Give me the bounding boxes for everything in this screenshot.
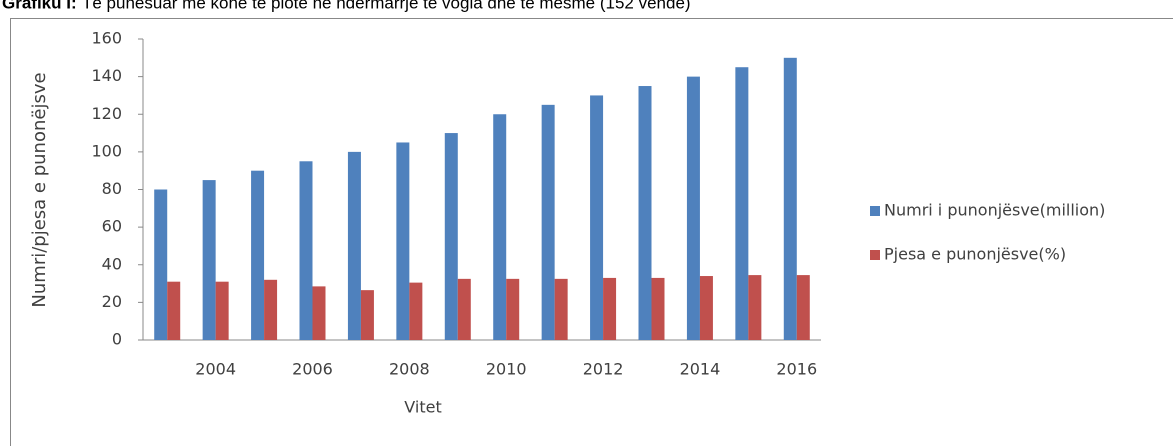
x-tick-label: 2004 bbox=[195, 360, 236, 379]
x-tick-label: 2012 bbox=[583, 360, 624, 379]
x-tick-label: 2006 bbox=[292, 360, 333, 379]
x-tick-label: 2016 bbox=[776, 360, 817, 379]
bar bbox=[396, 142, 410, 340]
chart-title-label: Grafiku I: bbox=[2, 0, 77, 12]
legend-swatch bbox=[870, 206, 880, 216]
chart-title: Të punësuar me kohë të plotë në ndërmarr… bbox=[82, 0, 691, 12]
bar bbox=[638, 86, 652, 340]
bar bbox=[699, 276, 713, 340]
bar bbox=[554, 278, 568, 340]
bar bbox=[312, 286, 326, 340]
bar bbox=[202, 180, 216, 340]
y-tick-label: 120 bbox=[91, 104, 122, 123]
bar bbox=[167, 281, 181, 340]
y-axis-title: Numri/pjesa e punonëjsve bbox=[29, 72, 50, 307]
legend-label: Pjesa e punonjësve(%) bbox=[884, 245, 1066, 264]
bar bbox=[651, 277, 665, 340]
x-tick-label: 2014 bbox=[680, 360, 721, 379]
x-axis-title: Vitet bbox=[404, 398, 441, 417]
bar bbox=[409, 282, 423, 340]
bar bbox=[748, 275, 762, 340]
y-tick-label: 60 bbox=[102, 217, 122, 236]
y-tick-label: 140 bbox=[91, 66, 122, 85]
bar bbox=[590, 95, 604, 340]
bar bbox=[735, 67, 749, 340]
bar bbox=[457, 278, 471, 340]
bar bbox=[603, 277, 617, 340]
bar bbox=[796, 275, 810, 340]
bar bbox=[215, 281, 229, 340]
y-tick-label: 80 bbox=[102, 179, 122, 198]
bar bbox=[251, 170, 265, 340]
legend-label: Numri i punonjësve(million) bbox=[884, 201, 1105, 220]
bar bbox=[493, 114, 507, 340]
x-tick-label: 2010 bbox=[486, 360, 527, 379]
y-tick-label: 100 bbox=[91, 141, 122, 160]
bar bbox=[783, 57, 797, 340]
y-tick-label: 160 bbox=[91, 29, 122, 48]
bar bbox=[360, 290, 374, 340]
bar bbox=[444, 133, 458, 340]
bar bbox=[541, 104, 555, 340]
y-tick-label: 40 bbox=[102, 254, 122, 273]
bar bbox=[506, 278, 520, 340]
bar bbox=[154, 189, 168, 340]
y-tick-label: 20 bbox=[102, 292, 122, 311]
bar bbox=[299, 161, 313, 340]
x-tick-label: 2008 bbox=[389, 360, 430, 379]
bar bbox=[347, 151, 361, 340]
y-tick-label: 0 bbox=[112, 330, 122, 349]
bar bbox=[686, 76, 700, 340]
bar bbox=[264, 279, 278, 340]
legend-swatch bbox=[870, 250, 880, 260]
